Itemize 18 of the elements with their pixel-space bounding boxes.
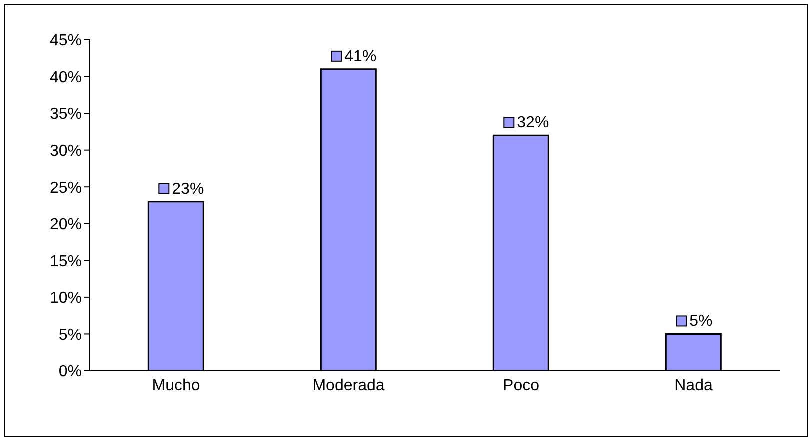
y-tick-label: 45%	[50, 32, 82, 50]
data-label: 41%	[344, 48, 377, 66]
data-label: 23%	[172, 180, 204, 198]
y-tick-label: 20%	[50, 216, 82, 234]
y-tick-label: 30%	[50, 143, 82, 160]
x-tick-label: Mucho	[152, 377, 200, 394]
y-tick-label: 5%	[58, 326, 82, 344]
x-tick-label: Nada	[674, 377, 713, 394]
x-tick-label: Moderada	[312, 377, 385, 394]
x-tick-label: Poco	[503, 377, 540, 394]
y-tick-label: 10%	[50, 290, 82, 308]
y-tick-label: 15%	[50, 253, 82, 270]
y-tick-label: 0%	[58, 364, 82, 381]
data-label: 5%	[690, 313, 713, 330]
y-tick-label: 25%	[50, 180, 82, 197]
y-tick-label: 35%	[50, 106, 82, 124]
data-label: 32%	[517, 114, 550, 132]
y-tick-label: 40%	[50, 69, 82, 86]
